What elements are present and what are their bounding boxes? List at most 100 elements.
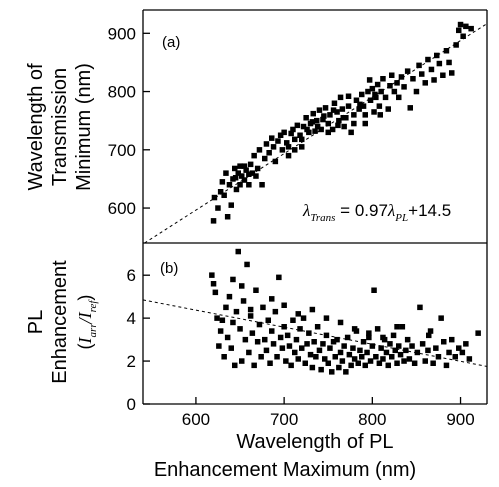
- data-point: [297, 132, 303, 138]
- panel-b-points: [209, 248, 481, 375]
- panel-b-label: (b): [160, 260, 178, 277]
- data-point: [299, 144, 305, 150]
- data-point: [403, 347, 409, 354]
- y-tick-label: 900: [108, 24, 136, 43]
- data-point: [286, 343, 293, 349]
- data-point: [419, 71, 425, 77]
- data-point: [399, 324, 406, 330]
- data-point: [239, 283, 245, 289]
- data-point: [226, 293, 233, 300]
- data-point: [422, 80, 428, 86]
- data-point: [290, 317, 296, 323]
- data-point: [307, 351, 314, 358]
- data-point: [377, 112, 383, 118]
- data-point: [270, 144, 277, 150]
- data-point: [353, 97, 360, 103]
- y-tick-label: 6: [127, 266, 136, 285]
- data-point: [256, 147, 263, 153]
- data-point: [341, 343, 347, 349]
- data-point: [433, 345, 439, 351]
- data-point: [224, 214, 231, 220]
- data-point: [351, 326, 358, 332]
- data-point: [288, 362, 294, 369]
- data-point: [357, 347, 363, 354]
- data-point: [249, 330, 256, 336]
- data-point: [356, 106, 362, 112]
- data-point: [266, 150, 272, 156]
- data-point: [285, 144, 292, 150]
- data-point: [295, 311, 301, 317]
- data-point: [293, 336, 300, 343]
- data-point: [389, 354, 395, 360]
- data-point: [411, 360, 418, 366]
- data-point: [217, 328, 224, 334]
- data-point: [401, 358, 407, 364]
- data-point: [223, 170, 229, 176]
- data-point: [343, 369, 349, 375]
- data-point: [325, 120, 331, 127]
- data-point: [341, 123, 347, 130]
- data-point: [226, 182, 233, 188]
- data-point: [336, 364, 342, 371]
- data-point: [382, 94, 389, 101]
- data-point: [302, 360, 308, 366]
- data-point: [428, 66, 435, 73]
- data-point: [373, 94, 379, 101]
- y-tick-label: 800: [108, 83, 136, 102]
- data-point: [441, 339, 447, 345]
- data-point: [323, 332, 330, 339]
- data-point: [460, 33, 466, 39]
- data-point: [325, 129, 331, 136]
- data-point: [246, 349, 252, 356]
- panel-a-y-label-line-3: Minimum (nm): [73, 63, 95, 191]
- data-point: [318, 126, 324, 133]
- data-point: [348, 129, 354, 136]
- data-point: [419, 341, 426, 347]
- data-point: [216, 343, 222, 349]
- formula-i-ref: I: [75, 311, 95, 319]
- formula-open: (: [75, 343, 95, 349]
- data-point: [453, 42, 459, 48]
- data-point: [241, 163, 248, 169]
- data-point: [443, 362, 450, 369]
- data-point: [314, 123, 321, 130]
- data-point: [327, 345, 333, 351]
- data-point: [398, 74, 405, 80]
- data-point: [322, 356, 328, 362]
- data-point: [263, 141, 270, 147]
- formula-i-arr: I: [75, 336, 95, 344]
- data-point: [332, 354, 338, 360]
- data-point: [241, 177, 248, 183]
- data-point: [247, 306, 254, 313]
- data-point: [290, 126, 296, 133]
- data-point: [276, 274, 282, 281]
- fit-line: [142, 299, 488, 367]
- data-point: [258, 354, 264, 360]
- y-tick-label: 700: [108, 141, 136, 160]
- data-point: [246, 171, 252, 177]
- data-point: [217, 189, 224, 195]
- data-point: [237, 182, 243, 188]
- data-point: [449, 70, 455, 76]
- data-point: [362, 120, 368, 127]
- data-point: [351, 112, 357, 118]
- data-point: [281, 302, 287, 308]
- data-point: [259, 182, 265, 188]
- data-point: [322, 105, 329, 111]
- panel-b-y-label-line-1: PL: [25, 310, 47, 334]
- data-point: [407, 105, 413, 111]
- data-point: [228, 202, 234, 208]
- data-point: [256, 321, 263, 328]
- data-point: [364, 349, 370, 356]
- data-point: [299, 345, 305, 351]
- data-point: [304, 126, 310, 133]
- data-point: [247, 161, 254, 168]
- data-point: [438, 315, 444, 321]
- data-point: [247, 313, 254, 319]
- data-point: [345, 103, 352, 109]
- data-point: [263, 347, 270, 354]
- data-point: [251, 152, 257, 159]
- data-point: [359, 91, 365, 98]
- data-point: [221, 192, 227, 198]
